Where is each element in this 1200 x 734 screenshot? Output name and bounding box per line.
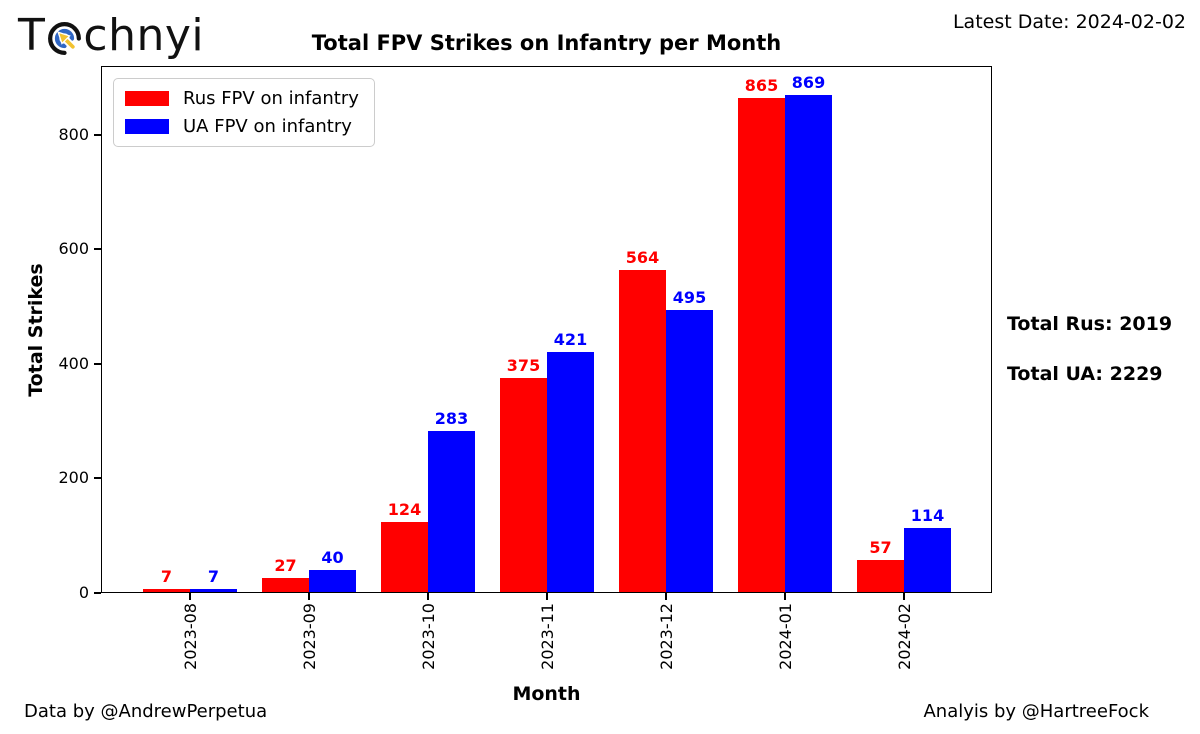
y-tick-label: 0 bbox=[78, 583, 89, 602]
bar-ua-2024-01 bbox=[785, 95, 832, 593]
totals-annotation: Total Rus: 2019 Total UA: 2229 bbox=[1007, 313, 1172, 385]
x-tick-mark bbox=[784, 593, 786, 600]
y-tick-mark bbox=[94, 477, 101, 479]
x-tick-mark bbox=[903, 593, 905, 600]
legend-item-rus: Rus FPV on infantry bbox=[125, 88, 359, 109]
y-tick-label: 200 bbox=[58, 468, 89, 487]
bar-value-rus-2024-01: 865 bbox=[744, 76, 779, 95]
bar-rus-2023-10 bbox=[381, 522, 428, 593]
x-tick-mark bbox=[546, 593, 548, 600]
x-tick-label-2023-12: 2023-12 bbox=[656, 603, 676, 670]
y-axis-label: Total Strikes bbox=[25, 263, 47, 397]
legend-swatch-ua bbox=[125, 119, 169, 134]
bar-value-rus-2024-02: 57 bbox=[869, 538, 892, 557]
bar-value-ua-2024-02: 114 bbox=[910, 506, 945, 525]
logo-text-suffix: chnyi bbox=[83, 10, 205, 61]
bar-rus-2023-12 bbox=[619, 270, 666, 593]
y-tick-mark bbox=[94, 134, 101, 136]
x-axis-label: Month bbox=[512, 683, 581, 705]
logo-text-prefix: T bbox=[18, 10, 46, 61]
x-tick-mark bbox=[427, 593, 429, 600]
bar-value-rus-2023-08: 7 bbox=[160, 567, 173, 586]
y-tick-mark bbox=[94, 363, 101, 365]
y-tick-label: 400 bbox=[58, 354, 89, 373]
bar-rus-2023-09 bbox=[262, 578, 309, 593]
legend-swatch-rus bbox=[125, 91, 169, 106]
total-ua: Total UA: 2229 bbox=[1007, 363, 1163, 385]
total-rus: Total Rus: 2019 bbox=[1007, 313, 1173, 335]
plot-area: Rus FPV on infantry UA FPV on infantry 0… bbox=[58, 66, 992, 670]
legend: Rus FPV on infantry UA FPV on infantry bbox=[113, 78, 375, 147]
legend-label-ua: UA FPV on infantry bbox=[183, 116, 352, 137]
credit-analysis-by: Analyis by @HartreeFock bbox=[923, 701, 1149, 722]
y-tick-label: 800 bbox=[58, 125, 89, 144]
x-tick-mark bbox=[308, 593, 310, 600]
bar-value-ua-2023-09: 40 bbox=[321, 548, 344, 567]
x-tick-label-2023-11: 2023-11 bbox=[537, 603, 557, 670]
bar-value-ua-2023-12: 495 bbox=[672, 288, 707, 307]
x-tick-label-2024-02: 2024-02 bbox=[894, 603, 914, 670]
bar-value-ua-2023-08: 7 bbox=[207, 567, 220, 586]
logo: T chnyi bbox=[18, 10, 204, 61]
bar-value-ua-2023-10: 283 bbox=[434, 409, 469, 428]
bar-value-rus-2023-12: 564 bbox=[625, 248, 660, 267]
chart-title: Total FPV Strikes on Infantry per Month bbox=[311, 31, 782, 55]
credit-data-by: Data by @AndrewPerpetua bbox=[24, 701, 268, 722]
latest-date-label: Latest Date: 2024-02-02 bbox=[952, 11, 1186, 33]
bar-rus-2024-02 bbox=[857, 560, 904, 593]
x-tick-mark bbox=[665, 593, 667, 600]
bar-ua-2023-11 bbox=[547, 352, 594, 593]
bar-ua-2023-10 bbox=[428, 431, 475, 593]
y-tick-mark bbox=[94, 592, 101, 594]
bar-value-ua-2024-01: 869 bbox=[791, 73, 826, 92]
bar-value-rus-2023-10: 124 bbox=[387, 500, 422, 519]
y-tick-mark bbox=[94, 248, 101, 250]
cursor-click-icon bbox=[48, 22, 82, 55]
x-tick-label-2024-01: 2024-01 bbox=[775, 603, 795, 670]
bar-ua-2023-12 bbox=[666, 310, 713, 593]
x-tick-label-2023-08: 2023-08 bbox=[180, 603, 200, 670]
bar-ua-2024-02 bbox=[904, 528, 951, 593]
bar-ua-2023-09 bbox=[309, 570, 356, 593]
legend-label-rus: Rus FPV on infantry bbox=[183, 88, 359, 109]
bar-value-ua-2023-11: 421 bbox=[553, 330, 588, 349]
bar-rus-2023-08 bbox=[143, 589, 190, 593]
x-tick-label-2023-09: 2023-09 bbox=[299, 603, 319, 670]
x-tick-label-2023-10: 2023-10 bbox=[418, 603, 438, 670]
legend-item-ua: UA FPV on infantry bbox=[125, 116, 359, 137]
y-tick-label: 600 bbox=[58, 239, 89, 258]
bar-rus-2023-11 bbox=[500, 378, 547, 593]
bar-value-rus-2023-11: 375 bbox=[506, 356, 541, 375]
x-tick-mark bbox=[189, 593, 191, 600]
bar-value-rus-2023-09: 27 bbox=[274, 556, 297, 575]
bar-rus-2024-01 bbox=[738, 98, 785, 593]
bar-ua-2023-08 bbox=[190, 589, 237, 593]
